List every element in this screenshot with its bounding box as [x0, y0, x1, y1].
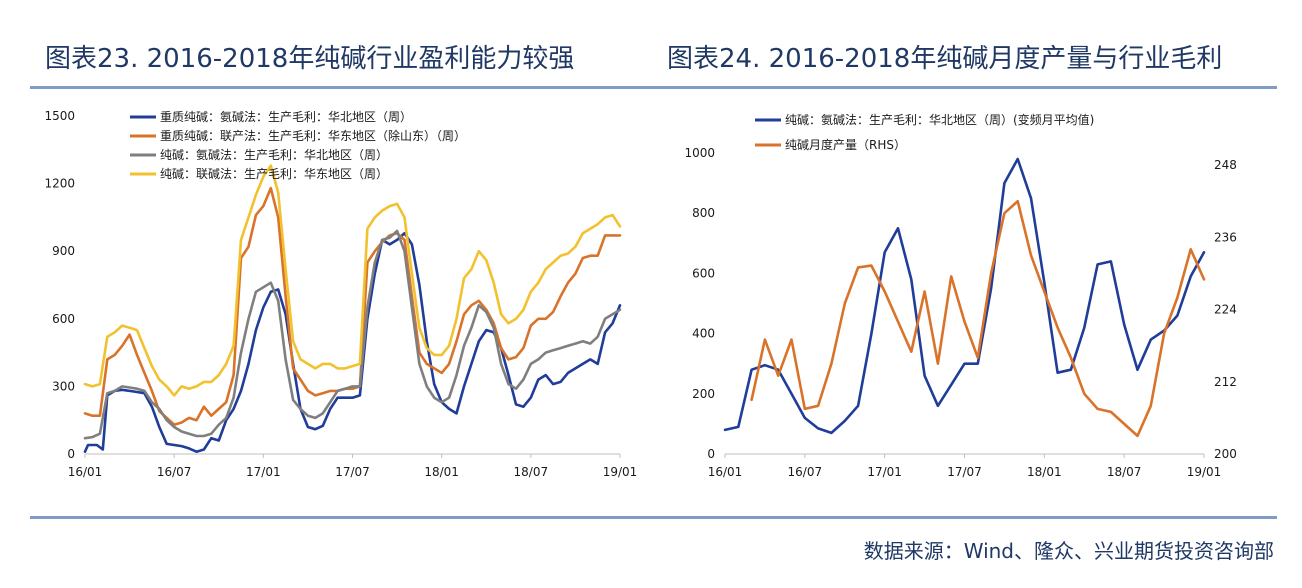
chart-left-y-tick-label: 900	[52, 244, 75, 258]
chart-left-legend-label-1: 重质纯碱：氨碱法：生产毛利：华北地区（周）	[160, 110, 412, 124]
chart-right-x-tick-label: 16/07	[788, 465, 823, 479]
chart-left-x-tick-label: 19/01	[603, 465, 638, 479]
chart-left-series-line-3	[83, 229, 622, 440]
chart-left-y-tick-label: 600	[52, 312, 75, 326]
chart-right-legend-label-2: 纯碱月度产量（RHS）	[785, 137, 906, 152]
chart-left-x-tick-label: 18/01	[424, 465, 459, 479]
chart-right-y-tick-label: 200	[692, 387, 715, 401]
chart-left-y-tick-label: 1200	[44, 177, 75, 191]
chart-left-x-tick-label: 17/07	[335, 465, 370, 479]
chart-right-x-tick-label: 19/01	[1187, 465, 1222, 479]
chart-right-x-tick-label: 18/07	[1107, 465, 1142, 479]
chart-left-series-line-1	[83, 231, 622, 454]
chart-left-x-tick-label: 18/07	[514, 465, 549, 479]
chart-right-series-line-2	[750, 199, 1206, 438]
chart-left-series-line-4	[83, 164, 622, 397]
chart-right-x-tick-label: 16/01	[708, 465, 743, 479]
chart-right-y-tick-label: 1000	[684, 146, 715, 160]
chart-right-title: 图表24. 2016-2018年纯碱月度产量与行业毛利	[667, 44, 1223, 74]
chart-right-legend-label-1: 纯碱：氨碱法：生产毛利：华北地区（周）(变频月平均值)	[785, 112, 1094, 127]
source-note: 数据来源：Wind、隆众、兴业期货投资咨询部	[863, 539, 1274, 563]
chart-right-x-tick-label: 17/01	[867, 465, 902, 479]
chart-right-y-tick-label: 400	[692, 327, 715, 341]
chart-left-legend-label-3: 纯碱：氨碱法：生产毛利：华北地区（周）	[160, 148, 388, 162]
chart-left-y-tick-label: 300	[52, 379, 75, 393]
chart-right-y2-tick-label: 200	[1214, 447, 1237, 461]
chart-right-y2-tick-label: 212	[1214, 375, 1237, 389]
chart-left-series-line-2	[83, 186, 622, 427]
chart-left-x-tick-label: 16/01	[68, 465, 103, 479]
chart-right: 0 200 400 600 800 1000 200 212 224 236 248 16/01 16/…	[660, 96, 1260, 496]
chart-left-legend-label-4: 纯碱：联碱法：生产毛利：华东地区（周）	[160, 167, 388, 181]
bottom-divider	[30, 516, 1277, 519]
chart-left-svg: 0 300 600 900 1200 1500 16/01 16/07 17/01 17/07 18…	[44, 109, 638, 479]
chart-right-x-tick-label: 18/01	[1027, 465, 1062, 479]
chart-right-svg: 0 200 400 600 800 1000 200 212 224 236 248 16/01 16/…	[684, 112, 1237, 479]
chart-right-y-tick-label: 0	[707, 447, 715, 461]
chart-left-y-tick-label: 1500	[44, 109, 75, 123]
chart-right-y2-tick-label: 224	[1214, 303, 1237, 317]
chart-left: 0 300 600 900 1200 1500 16/01 16/07 17/01 17/07 18…	[30, 96, 640, 496]
chart-left-title: 图表23. 2016-2018年纯碱行业盈利能力较强	[45, 44, 575, 74]
chart-right-y2-tick-label: 236	[1214, 230, 1237, 244]
chart-right-series-line-1	[723, 157, 1206, 435]
chart-left-x-tick-label: 16/07	[157, 465, 192, 479]
chart-left-legend-label-2: 重质纯碱：联产法：生产毛利：华东地区（除山东）（周）	[160, 128, 466, 143]
chart-left-x-tick-label: 17/01	[246, 465, 281, 479]
top-divider	[30, 86, 1277, 89]
chart-right-y-tick-label: 800	[692, 206, 715, 220]
chart-left-y-tick-label: 0	[67, 447, 75, 461]
chart-right-y2-tick-label: 248	[1214, 158, 1237, 172]
chart-right-x-tick-label: 17/07	[947, 465, 982, 479]
chart-right-y-tick-label: 600	[692, 266, 715, 280]
